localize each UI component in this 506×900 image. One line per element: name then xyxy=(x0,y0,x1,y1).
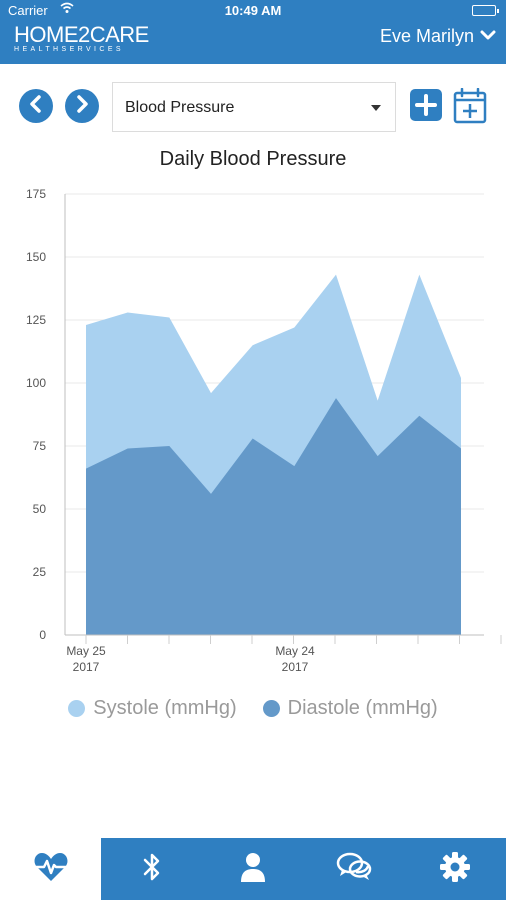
gear-icon xyxy=(439,851,471,888)
bluetooth-icon xyxy=(142,851,162,888)
tab-readings[interactable] xyxy=(0,838,101,900)
chart-title: Daily Blood Pressure xyxy=(0,148,506,171)
y-tick-label: 50 xyxy=(33,502,47,516)
x-tick-label-year: 2017 xyxy=(73,660,100,674)
next-button[interactable] xyxy=(65,89,99,123)
y-tick-label: 100 xyxy=(26,376,46,390)
brand-logo: HOME2CARE HEALTHSERVICES xyxy=(14,24,149,54)
status-bar: Carrier 10:49 AM xyxy=(0,0,506,22)
tab-bluetooth[interactable] xyxy=(101,838,202,900)
plus-square-icon xyxy=(409,109,443,126)
logo-main-text: HOME2CARE xyxy=(14,24,149,46)
add-reading-button[interactable] xyxy=(409,88,443,127)
tab-settings[interactable] xyxy=(405,838,506,900)
user-menu[interactable]: Eve Marilyn xyxy=(380,24,496,48)
y-tick-label: 150 xyxy=(26,250,46,264)
y-tick-label: 125 xyxy=(26,313,46,327)
calendar-plus-icon xyxy=(453,111,487,128)
dropdown-caret-icon xyxy=(371,105,381,111)
user-icon xyxy=(239,851,267,888)
tab-messages[interactable] xyxy=(304,838,405,900)
chevron-right-icon xyxy=(74,95,90,118)
toolbar: Blood Pressure xyxy=(0,82,506,134)
y-tick-label: 175 xyxy=(26,187,46,201)
user-name: Eve Marilyn xyxy=(380,26,474,47)
chevron-left-icon xyxy=(28,95,44,118)
x-tick-label-year: 2017 xyxy=(282,660,309,674)
heart-pulse-icon xyxy=(33,851,69,888)
tab-profile[interactable] xyxy=(202,838,303,900)
x-tick-label: May 25 xyxy=(66,644,106,658)
app-header: HOME2CARE HEALTHSERVICES Eve Marilyn xyxy=(0,22,506,64)
metric-select[interactable]: Blood Pressure xyxy=(112,82,396,132)
clock: 10:49 AM xyxy=(0,3,506,18)
metric-select-value: Blood Pressure xyxy=(125,99,234,117)
bottom-tab-bar xyxy=(0,838,506,900)
y-tick-label: 0 xyxy=(39,628,46,642)
chevron-down-icon xyxy=(480,26,496,47)
legend-item-diastole[interactable]: Diastole (mmHg) xyxy=(263,694,438,722)
legend-label-diastole: Diastole (mmHg) xyxy=(288,697,438,720)
battery-icon xyxy=(472,5,496,16)
chart-legend: Systole (mmHg) Diastole (mmHg) xyxy=(0,694,506,722)
y-tick-label: 75 xyxy=(33,439,47,453)
y-tick-label: 25 xyxy=(33,565,47,579)
legend-dot-diastole xyxy=(263,700,280,717)
chat-icon xyxy=(336,852,372,887)
legend-dot-systole xyxy=(68,700,85,717)
blood-pressure-chart: 0 25 50 75 100 125 150 175 May 25 2017 May 24 2017 xyxy=(0,180,506,680)
previous-button[interactable] xyxy=(19,89,53,123)
add-by-date-button[interactable] xyxy=(453,88,487,129)
legend-item-systole[interactable]: Systole (mmHg) xyxy=(68,694,236,722)
legend-label-systole: Systole (mmHg) xyxy=(93,697,236,720)
x-tick-label: May 24 xyxy=(275,644,315,658)
